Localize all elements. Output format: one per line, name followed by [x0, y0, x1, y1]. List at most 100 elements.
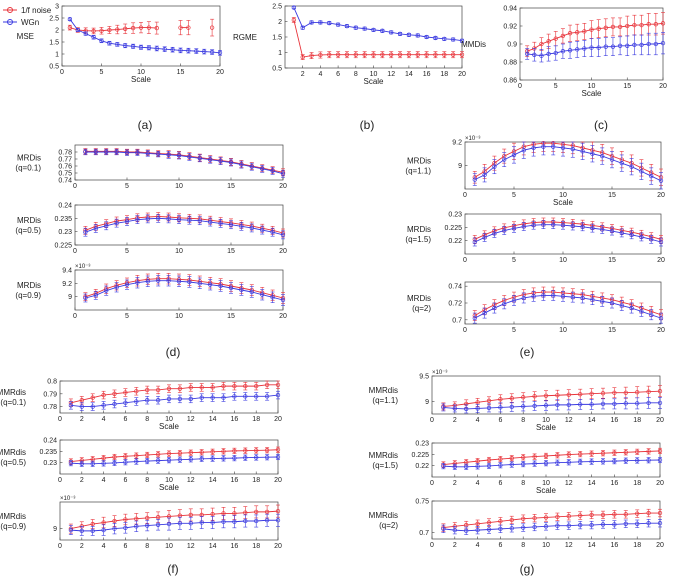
- data-point: [166, 396, 172, 402]
- data-point: [600, 153, 605, 159]
- data-point: [93, 226, 98, 231]
- data-point: [380, 28, 385, 33]
- x-tick-label-f3: 2: [80, 543, 84, 550]
- data-point: [509, 462, 514, 467]
- x-tick-label-e2: 10: [559, 257, 567, 264]
- data-point: [525, 51, 530, 57]
- x-tick-label-f3: 6: [123, 543, 127, 550]
- data-point: [134, 459, 139, 464]
- x-tick-label-g2: 0: [430, 480, 434, 487]
- data-point: [90, 528, 95, 534]
- data-point: [197, 281, 202, 286]
- data-point: [623, 401, 628, 406]
- x-tick-label-d3: 5: [125, 313, 129, 320]
- x-tick-label-g2: 4: [476, 480, 480, 487]
- series-d1-blue: [83, 148, 286, 178]
- data-point: [176, 279, 182, 284]
- x-tick-label-g1: 16: [611, 417, 619, 424]
- x-tick-label-f1: 6: [123, 416, 127, 423]
- data-point: [590, 225, 595, 231]
- data-point: [589, 512, 594, 518]
- data-point: [632, 22, 637, 28]
- data-point: [532, 515, 537, 521]
- x-tick-label-f2: 12: [187, 477, 195, 484]
- data-point: [99, 38, 104, 43]
- panel-label-b: (b): [360, 118, 375, 132]
- x-tick-label-f2: 2: [80, 477, 84, 484]
- y-axis-label-c: MMDis: [461, 40, 486, 49]
- data-point: [472, 239, 477, 245]
- series-d2-red: [83, 212, 286, 238]
- data-point: [208, 282, 213, 287]
- y-tick-label-e3: 0.74: [448, 284, 462, 291]
- data-point: [649, 237, 654, 242]
- series-g3-blue: [441, 519, 663, 535]
- data-point: [156, 151, 161, 157]
- series-line: [526, 22, 664, 52]
- data-point: [104, 149, 109, 155]
- x-tick-label-b: 16: [423, 71, 431, 78]
- chart-g1: 0 2 4 6 8 10 12 14 16 18 20 9 9.5×10⁻³ MMRdis(q=1.1) S…: [369, 370, 664, 432]
- y-tick-label-c: 0.92: [503, 24, 517, 31]
- x-tick-label-a: 20: [216, 69, 224, 76]
- data-point: [155, 458, 161, 463]
- x-tick-label-f3: 12: [187, 543, 195, 550]
- data-point: [291, 17, 297, 23]
- x-tick-label-g2: 12: [565, 480, 573, 487]
- y-tick-label-d1: 0.75: [58, 171, 72, 178]
- data-point: [589, 45, 594, 50]
- data-point: [209, 25, 215, 30]
- data-point: [187, 218, 192, 223]
- panel-label-d: (d): [166, 345, 181, 359]
- x-tick-label-c: 20: [659, 83, 667, 90]
- data-point: [318, 20, 323, 25]
- series-e2-blue: [472, 220, 664, 247]
- data-point: [83, 295, 88, 301]
- data-point: [575, 47, 580, 52]
- data-point: [68, 460, 74, 466]
- x-tick-label-e3: 20: [657, 327, 665, 334]
- data-point: [498, 397, 503, 402]
- data-point: [406, 32, 412, 37]
- data-point: [543, 403, 549, 408]
- data-point: [623, 390, 628, 395]
- data-point: [521, 461, 526, 467]
- data-point: [543, 461, 549, 466]
- data-point: [300, 55, 305, 60]
- x-tick-label-f2: 0: [58, 477, 62, 484]
- data-point: [218, 158, 223, 164]
- data-point: [178, 48, 183, 53]
- data-point: [578, 451, 583, 457]
- data-point: [228, 222, 234, 227]
- data-point: [156, 278, 161, 283]
- data-point: [254, 455, 259, 460]
- chart-d1: 0 5 10 15 20 0.740.750.760.770.78 MRDis(q=0.1): [15, 144, 287, 190]
- data-point: [145, 452, 150, 458]
- data-point: [138, 25, 144, 30]
- data-point: [452, 464, 457, 469]
- data-point: [502, 228, 507, 233]
- x-tick-label-f1: 0: [58, 416, 62, 423]
- data-point: [649, 312, 654, 317]
- y-tick-label-c: 0.88: [503, 60, 517, 67]
- data-point: [566, 523, 571, 528]
- data-point: [610, 44, 616, 49]
- data-point: [635, 401, 640, 406]
- data-point: [221, 449, 226, 454]
- data-point: [187, 154, 192, 160]
- x-tick-label-g1: 2: [453, 417, 457, 424]
- data-point: [123, 400, 128, 405]
- data-point: [600, 227, 605, 232]
- data-point: [555, 453, 560, 458]
- data-point: [521, 395, 526, 400]
- data-point: [145, 398, 150, 403]
- data-point: [275, 382, 281, 387]
- data-point: [112, 460, 117, 466]
- data-point: [101, 403, 106, 408]
- data-point: [498, 526, 503, 532]
- data-point: [521, 295, 526, 301]
- y-axis-sublabel-g1: (q=1.1): [372, 396, 398, 405]
- data-point: [166, 458, 172, 463]
- data-point: [532, 403, 537, 409]
- data-point: [566, 402, 571, 408]
